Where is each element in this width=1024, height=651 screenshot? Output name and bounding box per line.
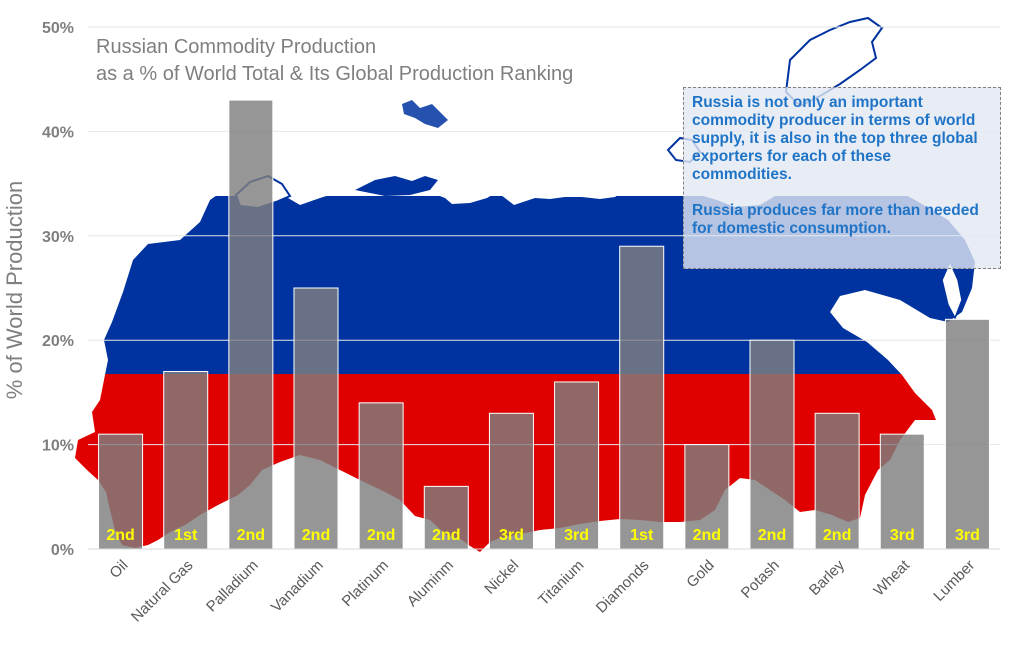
y-axis-ticks: 0% 10% 20% 30% 40% 50% <box>42 20 74 559</box>
rank-label: 2nd <box>302 527 330 544</box>
rank-label: 1st <box>174 527 198 544</box>
bar-vanadium <box>293 287 339 550</box>
bar-lumber <box>944 318 990 550</box>
bars <box>98 99 990 550</box>
bar-nickel <box>488 412 534 550</box>
x-tick-label: Lumber <box>930 557 978 605</box>
x-tick-label: Potash <box>738 557 783 602</box>
bar-aluminm <box>423 485 469 550</box>
bar-wheat <box>879 433 925 550</box>
x-tick-label: Diamonds <box>593 557 653 617</box>
x-tick-label: Oil <box>106 557 131 582</box>
x-tick-label: Vanadium <box>268 557 327 616</box>
y-tick-label: 30% <box>42 229 74 246</box>
y-tick-label: 40% <box>42 124 74 141</box>
x-tick-label: Gold <box>683 557 717 591</box>
x-tick-label: Platinum <box>339 557 392 610</box>
x-tick-label: Palladium <box>203 557 262 616</box>
rank-label: 2nd <box>106 527 134 544</box>
rank-label: 1st <box>630 527 654 544</box>
rank-label: 3rd <box>955 527 980 544</box>
x-tick-label: Barley <box>806 556 848 598</box>
annotation-text-1: Russia is not only an important commodit… <box>692 94 978 183</box>
rank-label: 2nd <box>823 527 851 544</box>
y-tick-label: 20% <box>42 333 74 350</box>
x-tick-label: Wheat <box>870 556 913 599</box>
chart-title: Russian Commodity Production <box>96 36 377 58</box>
y-tick-label: 10% <box>42 438 74 455</box>
x-tick-label: Natural Gas <box>128 557 197 626</box>
bar-titanium <box>554 381 600 550</box>
y-axis-title: % of World Production <box>2 181 27 399</box>
rank-label: 3rd <box>890 527 915 544</box>
rank-label: 2nd <box>432 527 460 544</box>
rank-label: 2nd <box>237 527 265 544</box>
x-tick-label: Nickel <box>481 557 522 598</box>
rank-labels: 2nd 1st 2nd 2nd 2nd 2nd 3rd 3rd 1st 2nd 2nd 2nd 3rd 3… <box>106 527 980 544</box>
severnaya-zemlya-islands <box>355 176 438 196</box>
bar-palladium <box>228 99 274 550</box>
rank-label: 2nd <box>758 527 786 544</box>
bar-oil <box>98 433 144 550</box>
bar-platinum <box>358 402 404 550</box>
chart-subtitle: as a % of World Total & Its Global Produ… <box>96 63 574 85</box>
x-tick-label: Aluminm <box>404 557 457 610</box>
annotation-text-2: Russia produces far more than needed for… <box>692 202 979 237</box>
rank-label: 2nd <box>367 527 395 544</box>
x-tick-label: Titanium <box>535 557 587 609</box>
rank-label: 3rd <box>564 527 589 544</box>
franz-josef-islands <box>402 100 448 128</box>
y-tick-label: 50% <box>42 20 74 37</box>
rank-label: 3rd <box>499 527 524 544</box>
y-tick-label: 0% <box>51 542 74 559</box>
rank-label: 2nd <box>693 527 721 544</box>
chart-title-block: Russian Commodity Production as a % of W… <box>96 34 573 88</box>
bar-diamonds <box>619 245 665 550</box>
bar-potash <box>749 339 795 550</box>
bar-natural-gas <box>163 371 209 550</box>
annotation-callout: Russia is not only an important commodit… <box>683 87 1001 269</box>
